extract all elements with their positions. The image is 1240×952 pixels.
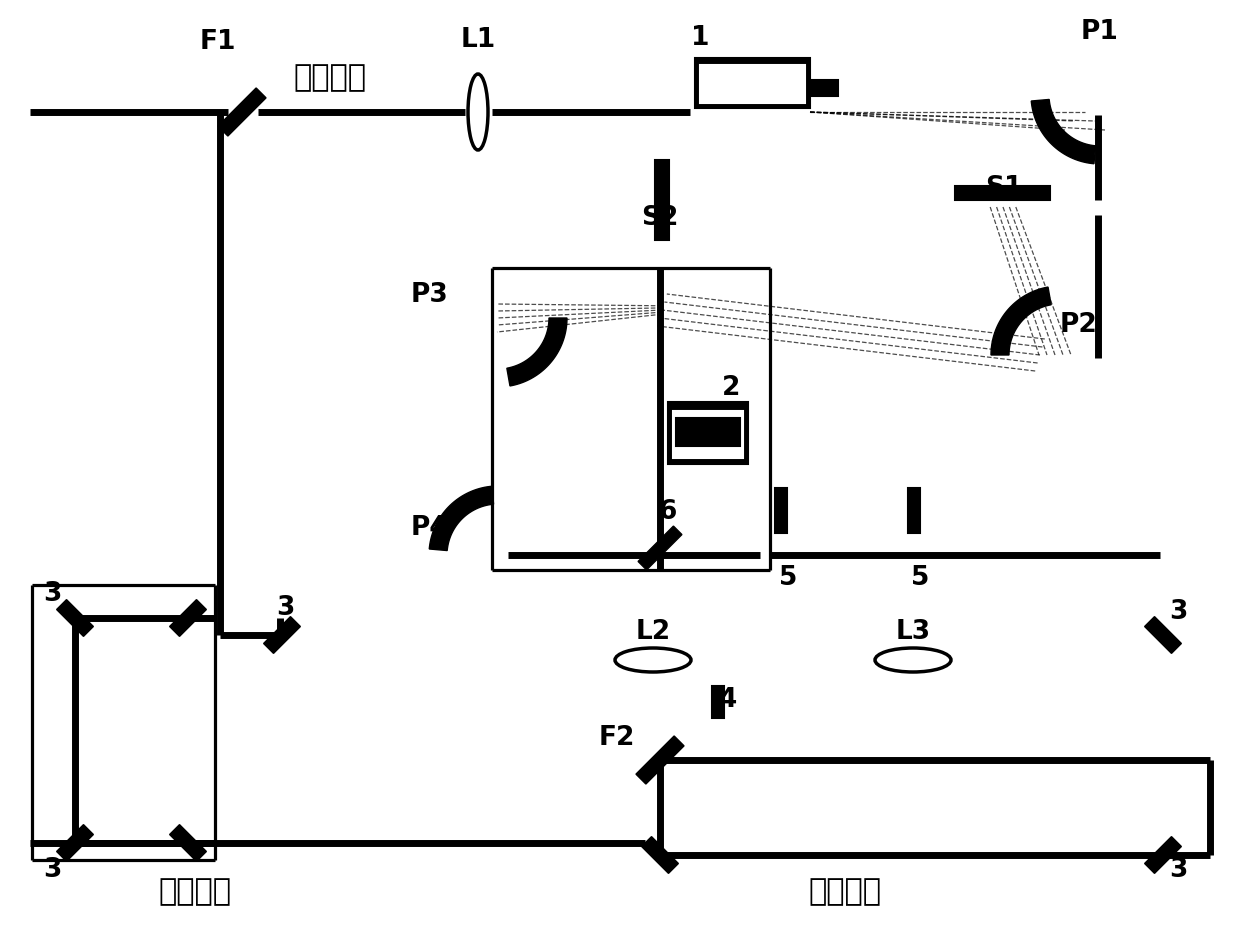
Text: F1: F1 <box>200 29 237 55</box>
Polygon shape <box>636 736 684 784</box>
Text: P1: P1 <box>1081 19 1118 45</box>
Polygon shape <box>264 617 300 653</box>
Bar <box>673 411 743 458</box>
Bar <box>701 65 805 103</box>
Polygon shape <box>170 824 206 862</box>
Text: 3: 3 <box>43 581 61 607</box>
Bar <box>655 160 670 240</box>
Polygon shape <box>57 824 93 862</box>
Polygon shape <box>1145 837 1182 873</box>
Text: 泵浦光束: 泵浦光束 <box>294 64 367 92</box>
Text: 探测光束: 探测光束 <box>159 878 232 906</box>
Polygon shape <box>639 526 682 570</box>
Text: P2: P2 <box>1060 312 1097 338</box>
Bar <box>908 488 920 533</box>
Text: 3: 3 <box>1169 857 1187 883</box>
Polygon shape <box>218 88 267 136</box>
Bar <box>668 402 748 464</box>
Bar <box>810 80 838 96</box>
Text: 3: 3 <box>275 595 294 621</box>
Text: 5: 5 <box>779 565 797 591</box>
Polygon shape <box>1032 99 1096 164</box>
Ellipse shape <box>615 648 691 672</box>
Text: 4: 4 <box>719 687 737 713</box>
Bar <box>676 418 740 446</box>
Text: 6: 6 <box>658 499 677 525</box>
Polygon shape <box>991 288 1052 355</box>
Text: 3: 3 <box>1169 599 1187 625</box>
Text: L2: L2 <box>635 619 671 645</box>
Bar <box>712 686 724 718</box>
Text: 3: 3 <box>43 857 61 883</box>
Text: F2: F2 <box>599 725 635 751</box>
Ellipse shape <box>467 74 489 150</box>
Text: S2: S2 <box>641 205 678 231</box>
Bar <box>955 186 1050 200</box>
Text: 2: 2 <box>722 375 740 401</box>
Polygon shape <box>170 600 206 636</box>
Text: L1: L1 <box>460 27 496 53</box>
Polygon shape <box>429 486 494 550</box>
Polygon shape <box>1145 617 1182 653</box>
Text: S1: S1 <box>985 175 1023 201</box>
Text: 1: 1 <box>691 25 709 51</box>
Text: L3: L3 <box>895 619 930 645</box>
Polygon shape <box>641 837 678 873</box>
Polygon shape <box>57 600 93 636</box>
Text: 5: 5 <box>911 565 929 591</box>
Text: P4: P4 <box>410 515 448 541</box>
Polygon shape <box>507 318 567 386</box>
Text: P3: P3 <box>410 282 448 308</box>
Bar <box>775 488 787 533</box>
Text: 准直光束: 准直光束 <box>808 878 882 906</box>
Bar <box>694 58 810 108</box>
Ellipse shape <box>875 648 951 672</box>
